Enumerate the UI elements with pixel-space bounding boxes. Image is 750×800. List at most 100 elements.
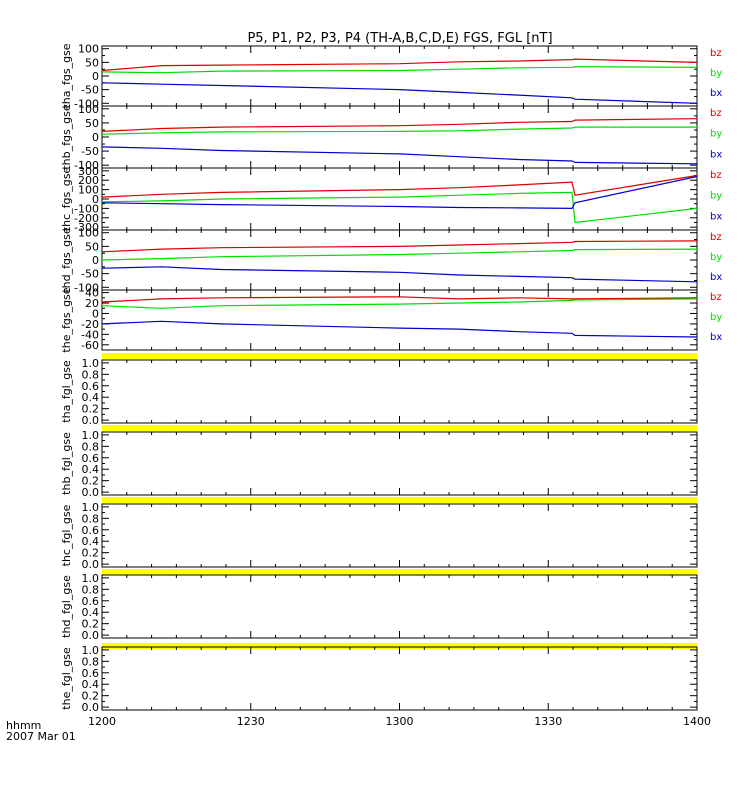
y-tick-label: 0.0 [82,486,100,499]
plot-frame [101,646,698,711]
status-flag-bar-1 [102,353,697,359]
y-axis-label: thd_fgl_gse [60,575,73,638]
series-line-bz [102,118,697,132]
legend-bz: bz [710,108,722,119]
y-tick-label: 0 [92,307,99,320]
legend-bx: bx [710,88,722,99]
legend-bx: bx [710,149,722,160]
legend-by: by [710,252,722,263]
y-tick-label: 0.8 [82,368,100,381]
series-line-by [102,248,697,261]
x-tick-label: 1400 [683,715,711,728]
y-tick-label: 0.0 [82,629,100,642]
series-line-by [102,126,697,135]
y-tick-label: 0.2 [82,547,100,560]
series-line-bz [102,296,697,303]
y-tick-label: -50 [81,268,99,281]
y-axis-label: thc_fgs_gse [60,167,73,232]
status-flag-bar-5 [102,643,697,649]
y-tick-label: 0.8 [82,440,100,453]
y-tick-label: 0.4 [82,606,100,619]
y-tick-label: 50 [85,56,99,69]
y-tick-label: 0 [92,193,99,206]
x-tick-label: 1200 [88,715,116,728]
y-tick-label: -200 [74,212,99,225]
y-tick-label: 300 [78,165,99,178]
y-tick-label: 1.0 [82,357,100,370]
y-tick-label: 100 [78,43,99,56]
y-tick-label: 0.8 [82,583,100,596]
panel-tha_fgl_gse: 1.00.80.60.40.20.0 tha_fgl_gse [60,357,698,427]
y-tick-label: 50 [85,117,99,130]
legend-bz: bz [710,232,722,243]
y-axis-label: thd_fgs_gse [60,227,73,293]
legend-bx: bx [710,332,722,343]
plot-frame [101,167,698,231]
y-axis-label: the_fgs_gse [60,287,73,352]
time-axis-label: hhmm [6,719,42,732]
legend-bx: bx [710,272,722,283]
panel-thc_fgl_gse: 1.00.80.60.40.20.0 thc_fgl_gse [60,501,698,571]
panel-thb_fgl_gse: 1.00.80.60.40.20.0 thb_fgl_gse [60,429,698,499]
y-axis-label: thc_fgl_gse [60,504,73,566]
status-flag-bar-3 [102,497,697,503]
y-axis-label: tha_fgl_gse [60,360,73,423]
date-label: 2007 Mar 01 [6,730,76,743]
legend-by: by [710,191,722,202]
legend-bz: bz [710,170,722,181]
y-tick-label: 0.6 [82,524,100,537]
figure-title: P5, P1, P2, P3, P4 (TH-A,B,C,D,E) FGS, F… [247,31,552,46]
y-tick-label: 0.4 [82,463,100,476]
series-line-bz [102,174,697,198]
y-tick-label: 0.4 [82,678,100,691]
y-tick-label: 0.2 [82,475,100,488]
y-tick-label: 20 [85,297,99,310]
series-line-by [102,298,697,309]
legend-by: by [710,129,722,140]
series-line-bx [102,146,697,165]
series-line-bx [102,266,697,283]
y-tick-label: 0.6 [82,452,100,465]
series-line-bx [102,175,697,210]
y-tick-label: 0.0 [82,558,100,571]
legend-by: by [710,68,722,79]
y-tick-label: 0.2 [82,403,100,416]
y-tick-label: 0.2 [82,690,100,703]
y-tick-label: 0.8 [82,512,100,525]
y-tick-label: 0 [92,131,99,144]
y-tick-label: 1.0 [82,644,100,657]
y-tick-label: -100 [74,202,99,215]
y-tick-label: 0 [92,70,99,83]
panel-the_fgl_gse: 1.00.80.60.40.20.0 the_fgl_gse [60,644,698,714]
legend-bz: bz [710,48,722,59]
plot-frame [101,503,698,568]
panel-thd_fgl_gse: 1.00.80.60.40.20.0 thd_fgl_gse [60,572,698,642]
series-line-by [102,66,697,74]
y-axis-label: the_fgl_gse [60,647,73,710]
y-tick-label: -20 [81,318,99,331]
plot-frame [101,359,698,424]
y-tick-label: -100 [74,159,99,172]
y-tick-label: 0.2 [82,618,100,631]
status-flag-bar-2 [102,425,697,431]
y-tick-label: 0.0 [82,701,100,714]
y-tick-label: -60 [81,339,99,352]
y-tick-label: -50 [81,145,99,158]
y-axis-label: thb_fgl_gse [60,432,73,495]
y-tick-label: 100 [78,184,99,197]
plot-frame [101,229,698,291]
y-tick-label: 0.8 [82,655,100,668]
status-flag-bar-4 [102,569,697,575]
plot-frame [101,431,698,496]
series-line-bz [102,58,697,72]
y-tick-label: -50 [81,84,99,97]
y-tick-label: -40 [81,328,99,341]
y-tick-label: 0.4 [82,391,100,404]
y-tick-label: 0.6 [82,667,100,680]
x-tick-label: 1230 [237,715,265,728]
